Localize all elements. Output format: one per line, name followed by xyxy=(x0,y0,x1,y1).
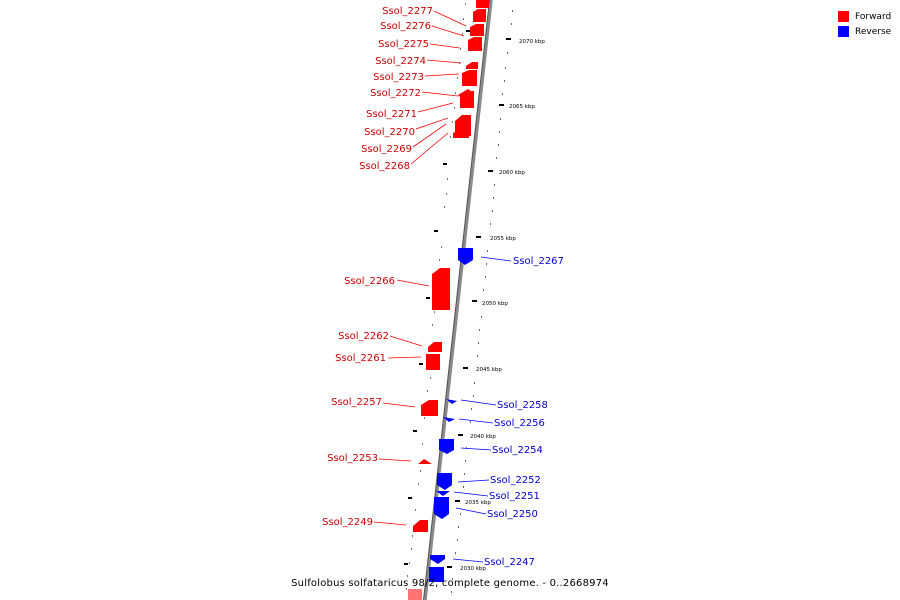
gene-label: Ssol_2247 xyxy=(484,557,535,568)
gene-label: Ssol_2249 xyxy=(322,517,373,528)
reverse-connectors xyxy=(452,256,512,563)
gene-label: Ssol_2252 xyxy=(490,475,541,486)
gene-feature xyxy=(443,417,455,422)
genome-caption: Sulfolobus solfataricus 98/2, complete g… xyxy=(291,578,609,589)
gene-label: Ssol_2272 xyxy=(370,88,421,99)
major-tick xyxy=(476,236,481,238)
gene-label: Ssol_2257 xyxy=(331,397,382,408)
gene-label: Ssol_2266 xyxy=(344,276,395,287)
gene-feature xyxy=(458,89,472,99)
gene-label: Ssol_2256 xyxy=(494,418,545,429)
gene-feature xyxy=(446,399,457,404)
kbp-label: 2035 kbp xyxy=(465,500,491,506)
gene-feature xyxy=(421,400,438,416)
kbp-label: 2060 kbp xyxy=(499,170,525,176)
gene-feature xyxy=(436,491,450,496)
kbp-label: 2055 kbp xyxy=(490,236,516,242)
gene-label: Ssol_2271 xyxy=(366,109,417,120)
forward-connectors xyxy=(373,10,467,526)
gene-feature xyxy=(462,70,477,86)
gene-feature xyxy=(408,589,422,600)
legend-reverse-label: Reverse xyxy=(855,26,892,37)
gene-label: Ssol_2267 xyxy=(513,256,564,267)
gene-label: Ssol_2261 xyxy=(335,353,386,364)
kbp-label: 2045 kbp xyxy=(476,367,502,373)
legend-forward-label: Forward xyxy=(855,11,892,22)
gene-feature xyxy=(430,555,445,564)
legend-forward: Forward xyxy=(838,9,891,24)
gene-label: Ssol_2250 xyxy=(487,509,538,520)
gene-label: Ssol_2275 xyxy=(378,39,429,50)
major-tick xyxy=(499,104,504,106)
gene-feature xyxy=(470,24,484,36)
gene-feature xyxy=(426,354,440,370)
gene-feature xyxy=(434,497,449,519)
gene-label: Ssol_2276 xyxy=(380,21,431,32)
major-tick xyxy=(455,500,460,502)
legend-reverse: Reverse xyxy=(838,24,891,39)
major-tick xyxy=(472,300,477,302)
gene-label: Ssol_2268 xyxy=(359,161,410,172)
reverse-labels: Ssol_2267 Ssol_2258 Ssol_2256 Ssol_2254 … xyxy=(484,256,564,568)
gene-feature xyxy=(428,342,442,352)
reverse-genes xyxy=(429,248,473,582)
gene-feature xyxy=(413,520,428,532)
reverse-swatch xyxy=(838,26,849,37)
gene-label: Ssol_2270 xyxy=(364,127,415,138)
major-tick xyxy=(458,434,463,436)
gene-feature xyxy=(418,459,432,464)
gene-label: Ssol_2273 xyxy=(373,72,424,83)
forward-genes xyxy=(408,0,489,600)
gene-feature xyxy=(466,62,478,69)
gene-feature xyxy=(453,129,469,138)
forward-labels: Ssol_2277 Ssol_2276 Ssol_2275 Ssol_2274 … xyxy=(322,6,433,528)
major-tick xyxy=(506,38,511,40)
gene-feature xyxy=(468,37,482,51)
kbp-label: 2050 kbp xyxy=(482,301,508,307)
outer-tick-track xyxy=(451,10,513,593)
gene-label: Ssol_2269 xyxy=(361,144,412,155)
kbp-label: 2065 kbp xyxy=(509,104,535,110)
kbp-label: 2030 kbp xyxy=(460,566,486,572)
kbp-labels: 2070 kbp 2065 kbp 2060 kbp 2055 kbp 2050… xyxy=(460,39,545,572)
gene-label: Ssol_2253 xyxy=(327,453,378,464)
gene-label: Ssol_2277 xyxy=(382,6,433,17)
gene-label: Ssol_2262 xyxy=(338,331,389,342)
gene-label: Ssol_2251 xyxy=(489,491,540,502)
gene-label: Ssol_2254 xyxy=(492,445,543,456)
gene-label: Ssol_2274 xyxy=(375,56,426,67)
major-tick xyxy=(463,367,468,369)
kbp-label: 2070 kbp xyxy=(519,39,545,45)
gene-feature xyxy=(437,473,452,490)
gene-feature xyxy=(476,0,489,8)
gene-feature xyxy=(432,268,450,310)
gene-feature xyxy=(439,439,454,454)
forward-swatch xyxy=(838,11,849,22)
kbp-label: 2040 kbp xyxy=(470,434,496,440)
major-ticks xyxy=(447,38,511,568)
gene-feature xyxy=(458,248,473,265)
gene-feature xyxy=(473,9,486,22)
gene-label: Ssol_2258 xyxy=(497,400,548,411)
major-tick xyxy=(447,566,452,568)
legend: Forward Reverse xyxy=(838,9,891,39)
major-tick xyxy=(488,170,493,172)
gene-feature xyxy=(429,567,444,582)
